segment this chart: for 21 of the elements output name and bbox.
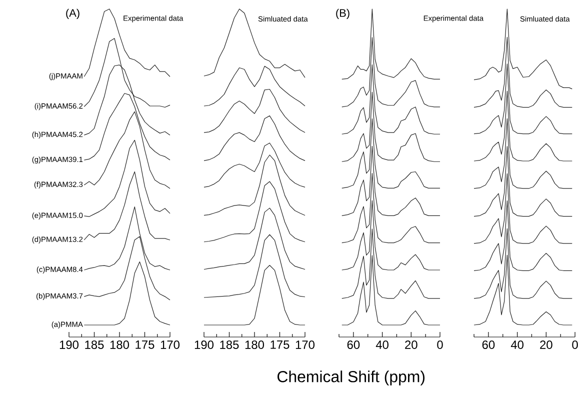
x-tick-label: 185 — [85, 340, 104, 349]
x-tick-label: 60 — [482, 340, 495, 349]
x-tick-label: 180 — [110, 340, 130, 349]
x-tick-label: 190 — [60, 340, 79, 349]
x-tick-label: 20 — [405, 340, 418, 349]
x-tick-label: 180 — [245, 340, 264, 349]
x-tick-label: 175 — [270, 340, 290, 349]
chart-title: (A) — [66, 8, 80, 20]
x-tick-label: 20 — [540, 340, 552, 349]
x-tick-label: 170 — [160, 340, 180, 349]
x-axis-title: Chemical Shift (ppm) — [278, 370, 424, 386]
x-tick-label: 60 — [347, 340, 360, 349]
x-tick-label: 185 — [220, 340, 239, 349]
x-tick-label: 170 — [296, 340, 315, 349]
x-tick-label: 40 — [510, 340, 524, 349]
x-tick-label: 0 — [572, 340, 578, 349]
x-tick-label: 175 — [136, 340, 154, 349]
chart-title: (B) — [336, 8, 350, 20]
x-tick-label: 0 — [437, 340, 443, 349]
x-tick-label: 40 — [376, 340, 388, 349]
x-tick-label: 190 — [194, 340, 214, 349]
